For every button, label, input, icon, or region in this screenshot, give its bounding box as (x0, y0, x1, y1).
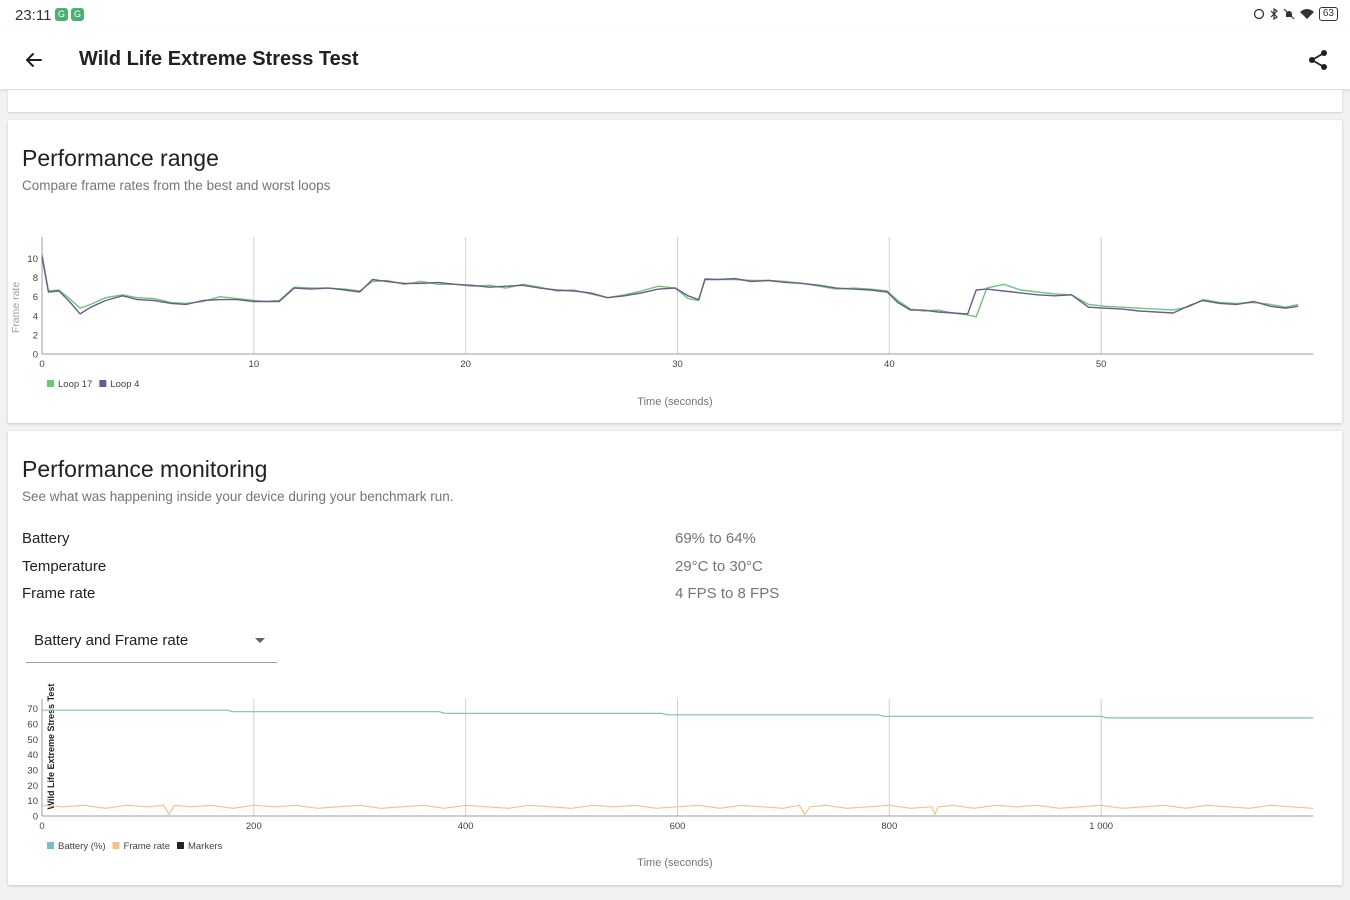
x-tick-label: 10 (249, 359, 260, 370)
legend-swatch (99, 380, 107, 387)
metric-label-battery: Battery (22, 530, 70, 547)
series-line-battery (42, 709, 1313, 719)
y-tick-label: 10 (27, 796, 38, 807)
y-tick-label: 0 (33, 350, 38, 361)
dropdown-arrow-icon (255, 638, 265, 643)
share-icon (1309, 50, 1327, 70)
app-notification-icon: G (55, 8, 68, 21)
legend-swatch (47, 380, 54, 387)
y-tick-label: 4 (33, 311, 38, 322)
legend-swatch (112, 842, 120, 849)
y-tick-label: 6 (33, 292, 38, 303)
performance-range-subtitle: Compare frame rates from the best and wo… (22, 178, 331, 193)
performance-monitoring-card: Performance monitoring See what was happ… (8, 431, 1342, 885)
back-button[interactable] (18, 44, 50, 76)
app-bar: Wild Life Extreme Stress Test (0, 30, 1350, 90)
legend-label: Loop 17 (58, 379, 92, 390)
x-tick-label: 400 (458, 821, 474, 832)
status-bar: 23:11 G G 63 (0, 0, 1350, 30)
legend-label: Battery (%) (58, 841, 106, 852)
x-tick-label: 0 (39, 821, 44, 832)
y-tick-label: 40 (27, 750, 38, 761)
x-tick-label: 20 (460, 359, 471, 370)
y-axis-label: Frame rate (10, 282, 22, 334)
arrow-left-icon (26, 53, 42, 67)
y-tick-label: 8 (33, 273, 38, 284)
wifi-icon (1299, 9, 1314, 19)
status-time: 23:11 (15, 7, 52, 24)
y-tick-label: 30 (27, 766, 38, 777)
dropdown-selected-value: Battery and Frame rate (34, 632, 189, 649)
metric-value-battery: 69% to 64% (675, 530, 756, 547)
performance-monitoring-title: Performance monitoring (22, 456, 268, 482)
page-title: Wild Life Extreme Stress Test (79, 48, 359, 70)
y-tick-label: 20 (27, 781, 38, 792)
y-tick-label: 10 (27, 254, 38, 265)
x-tick-label: 50 (1096, 359, 1107, 370)
chart-type-dropdown[interactable]: Battery and Frame rate (26, 621, 277, 663)
legend-swatch (176, 842, 184, 849)
share-button[interactable] (1302, 44, 1334, 76)
x-tick-label: 600 (670, 821, 686, 832)
bluetooth-icon (1270, 8, 1278, 20)
app-notification-icon: G (71, 8, 84, 21)
y-tick-label: 2 (33, 330, 38, 341)
series-line-loop-17 (41, 253, 1299, 318)
x-tick-label: 0 (39, 359, 44, 370)
x-tick-label: 800 (881, 821, 897, 832)
performance-monitoring-chart: 0 200 400 600 800 1 000 0 10 20 30 40 50 60 70 Wild Li… (27, 684, 1314, 869)
series-line-frame-rate (41, 804, 1314, 816)
y-tick-label: 70 (27, 704, 38, 715)
x-axis-label: Time (seconds) (637, 396, 712, 408)
legend-label: Loop 4 (110, 379, 139, 390)
performance-range-title: Performance range (22, 145, 219, 171)
previous-card (8, 90, 1342, 112)
x-axis-label: Time (seconds) (637, 857, 712, 869)
legend-swatch (47, 842, 54, 849)
y-axis-label: Wild Life Extreme Stress Test (46, 684, 56, 810)
metric-value-frame-rate: 4 FPS to 8 FPS (675, 585, 780, 602)
nfc-icon (1253, 8, 1265, 20)
mute-icon (1283, 8, 1295, 20)
battery-indicator: 63 (1318, 7, 1338, 21)
x-tick-label: 200 (246, 821, 262, 832)
status-icons: 63 (1253, 7, 1338, 21)
performance-range-chart: 0 10 20 30 40 50 0 2 4 6 8 10 Frame rate Time (second… (10, 237, 1313, 408)
x-tick-label: 30 (672, 359, 683, 370)
metric-value-temperature: 29°C to 30°C (675, 558, 763, 575)
y-tick-label: 0 (33, 812, 38, 823)
x-tick-label: 1 000 (1089, 821, 1113, 832)
x-tick-label: 40 (884, 359, 895, 370)
metric-label-temperature: Temperature (22, 558, 107, 575)
legend-label: Frame rate (124, 841, 170, 852)
series-line-loop-4 (41, 256, 1299, 315)
legend-label: Markers (188, 841, 223, 852)
metric-label-frame-rate: Frame rate (22, 585, 96, 602)
performance-range-card: Performance range Compare frame rates fr… (8, 120, 1342, 423)
y-tick-label: 60 (27, 720, 38, 731)
performance-monitoring-subtitle: See what was happening inside your devic… (22, 489, 454, 504)
y-tick-label: 50 (27, 735, 38, 746)
